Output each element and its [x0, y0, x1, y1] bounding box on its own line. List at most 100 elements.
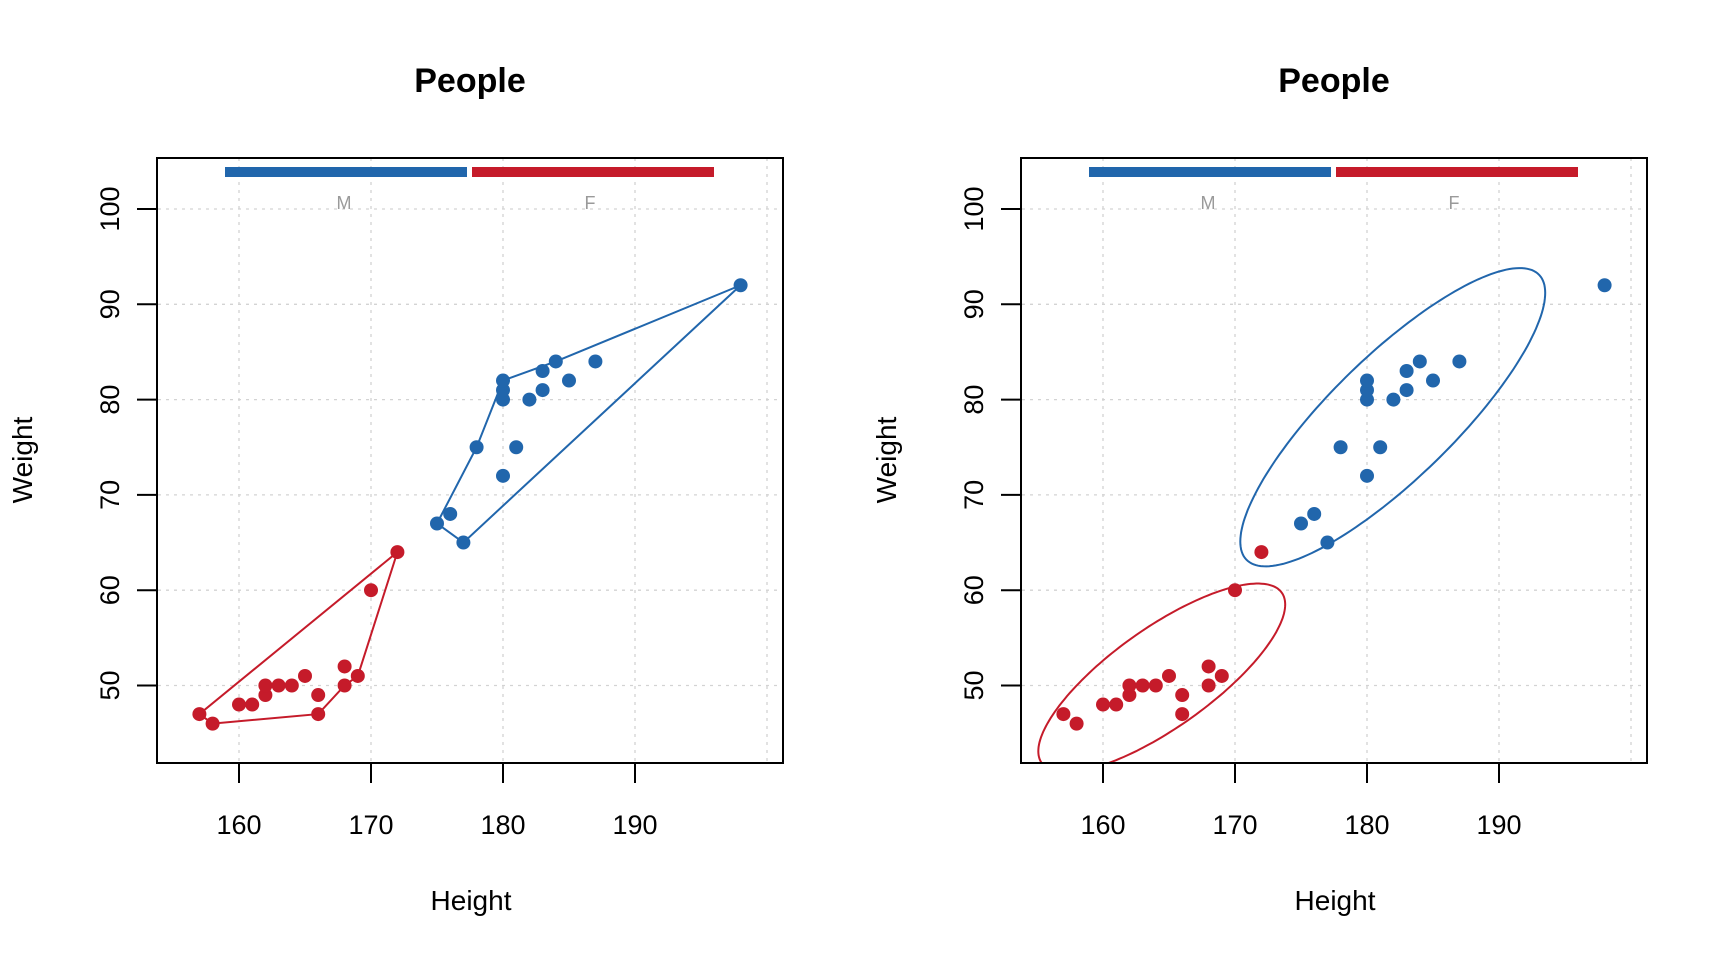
data-point-f	[258, 678, 273, 693]
data-point-m	[1452, 354, 1467, 369]
data-point-m	[1360, 468, 1374, 483]
data-point-f	[192, 707, 207, 722]
data-point-f	[298, 668, 312, 683]
y-tick-label: 100	[95, 186, 125, 231]
data-point-m	[1333, 440, 1348, 455]
plot-frame	[156, 157, 784, 764]
hull-overlays	[197, 284, 742, 725]
x-tick-label: 170	[348, 810, 393, 840]
legend-label-m: M	[337, 193, 352, 213]
chart-title: People	[1278, 62, 1389, 100]
data-point-m	[535, 364, 550, 379]
x-tick-label: 170	[1212, 810, 1257, 840]
data-point-m	[1373, 440, 1388, 455]
data-point-m	[1294, 516, 1308, 531]
data-point-m	[496, 373, 510, 388]
data-point-f	[271, 678, 286, 693]
data-point-m	[443, 506, 458, 521]
y-axis-label: Weight	[871, 416, 902, 503]
ellipse-overlays	[1037, 267, 1547, 762]
data-point-m	[1307, 506, 1322, 521]
data-point-m	[548, 354, 563, 369]
data-point-f	[311, 688, 326, 703]
data-point-f	[1135, 678, 1150, 693]
y-tick-label: 70	[959, 480, 989, 510]
x-axis: 160 170 180 190	[216, 763, 658, 840]
data-point-f	[1096, 697, 1110, 712]
points	[192, 278, 748, 731]
legend: M F	[225, 167, 714, 213]
data-point-f	[1069, 716, 1084, 731]
data-point-f	[1201, 659, 1216, 674]
y-tick-label: 100	[959, 186, 989, 231]
data-point-m	[562, 373, 576, 388]
data-point-m	[1597, 278, 1612, 293]
legend-label-f: F	[1449, 193, 1460, 213]
y-tick-label: 80	[95, 385, 125, 415]
left-panel: People M F 160 170 180 190 50 60 70 80 9…	[7, 62, 784, 916]
x-axis-label: Height	[431, 885, 512, 916]
x-tick-label: 190	[1476, 810, 1521, 840]
legend: M F	[1089, 167, 1578, 213]
data-point-f	[205, 716, 220, 731]
grid	[1022, 158, 1646, 763]
legend-bar-f	[472, 167, 714, 177]
data-point-m	[1386, 392, 1401, 407]
convex-hull-m	[435, 284, 742, 544]
data-point-f	[1201, 678, 1216, 693]
data-point-f	[1148, 678, 1163, 693]
data-point-f	[350, 668, 365, 683]
x-axis: 160 170 180 190	[1080, 763, 1522, 840]
y-tick-label: 60	[95, 575, 125, 605]
data-point-f	[1214, 668, 1229, 683]
data-point-f	[1122, 678, 1137, 693]
data-point-m	[496, 468, 510, 483]
y-tick-label: 90	[95, 289, 125, 319]
legend-label-m: M	[1201, 193, 1216, 213]
data-point-f	[1109, 697, 1124, 712]
legend-bar-m	[225, 167, 467, 177]
data-point-f	[1228, 583, 1242, 598]
data-point-m	[1426, 373, 1440, 388]
data-point-m	[733, 278, 748, 293]
grid	[158, 158, 782, 763]
legend-bar-m	[1089, 167, 1331, 177]
data-point-m	[469, 440, 484, 455]
data-point-m	[588, 354, 603, 369]
x-tick-label: 180	[1344, 810, 1389, 840]
plot-frame	[1020, 157, 1648, 764]
y-tick-label: 50	[95, 670, 125, 700]
x-axis-label: Height	[1295, 885, 1376, 916]
x-tick-label: 180	[480, 810, 525, 840]
legend-label-f: F	[585, 193, 596, 213]
legend-bar-f	[1336, 167, 1578, 177]
data-ellipse-f	[1037, 582, 1287, 762]
x-tick-label: 160	[216, 810, 261, 840]
data-point-f	[284, 678, 299, 693]
convex-hull-f	[197, 549, 400, 725]
data-point-f	[337, 678, 352, 693]
data-ellipse-m	[1239, 267, 1547, 568]
data-point-f	[1254, 545, 1269, 560]
y-axis: 50 60 70 80 90 100	[95, 186, 157, 701]
y-axis: 50 60 70 80 90 100	[959, 186, 1021, 701]
data-point-f	[311, 707, 326, 722]
y-tick-label: 90	[959, 289, 989, 319]
data-point-f	[364, 583, 378, 598]
data-point-m	[522, 392, 537, 407]
data-point-f	[337, 659, 352, 674]
data-point-f	[245, 697, 260, 712]
data-point-m	[1399, 383, 1414, 398]
x-tick-label: 190	[612, 810, 657, 840]
data-point-f	[1162, 668, 1176, 683]
points	[1056, 278, 1612, 731]
data-point-m	[1360, 373, 1374, 388]
y-tick-label: 70	[95, 480, 125, 510]
data-point-f	[232, 697, 246, 712]
y-tick-label: 50	[959, 670, 989, 700]
data-point-m	[1320, 535, 1335, 550]
data-point-m	[456, 535, 471, 550]
y-axis-label: Weight	[7, 416, 38, 503]
data-point-m	[535, 383, 550, 398]
